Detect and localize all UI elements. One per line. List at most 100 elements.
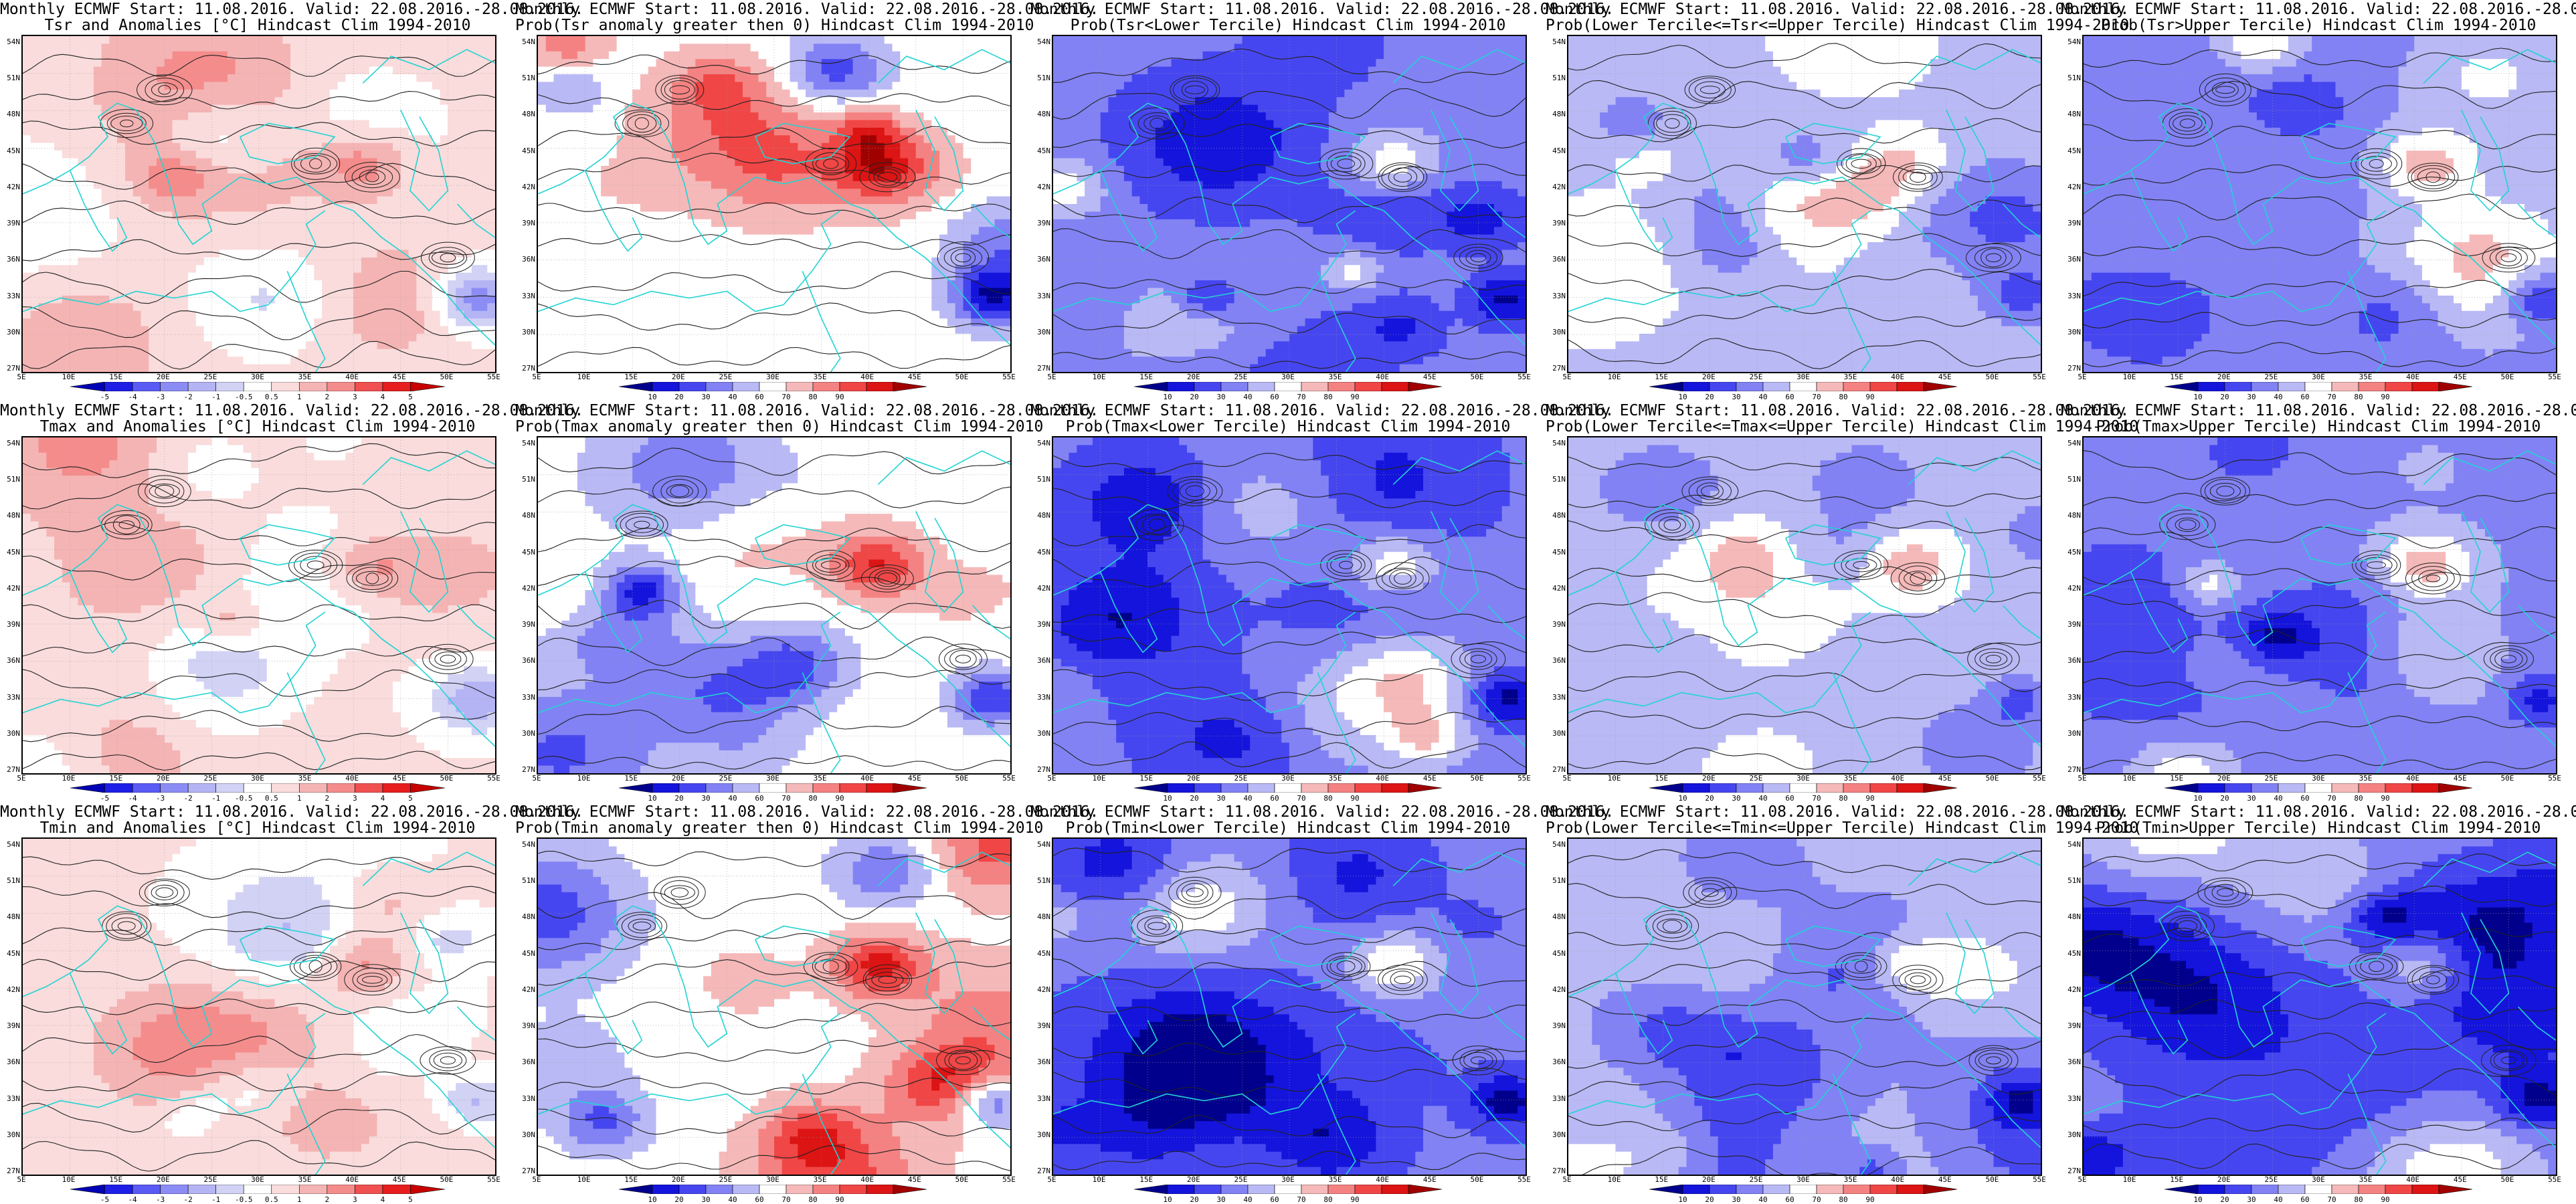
colorbar-swatch [2358, 1185, 2386, 1194]
longitude-label: 10E [1608, 1175, 1621, 1184]
longitude-label: 5E [1562, 1175, 1571, 1184]
colorbar-swatch [2224, 382, 2252, 391]
colorbar-swatch [1843, 783, 1871, 793]
map-area [1052, 837, 1527, 1176]
colorbar [1134, 382, 1442, 391]
colorbar-swatch [1682, 1185, 1710, 1194]
colorbar-label: 20 [1190, 794, 1198, 803]
longitude-label: 50E [1985, 373, 1999, 381]
colorbar-label: -3 [156, 794, 165, 803]
colorbar-label: 70 [1812, 393, 1821, 401]
latitude-label: 30N [1546, 1130, 1566, 1139]
colorbar-swatch [2251, 1185, 2279, 1194]
colorbar-label: 2 [325, 393, 330, 401]
latitude-label: 51N [0, 475, 20, 484]
colorbar-swatch [1327, 783, 1356, 793]
map-area [21, 436, 496, 775]
latitude-label: 51N [0, 74, 20, 82]
colorbar-swatch [2411, 783, 2440, 793]
latitude-label: 27N [1546, 765, 1566, 774]
colorbar-swatch [1762, 783, 1790, 793]
longitude-label: 30E [1797, 373, 1810, 381]
colorbar [619, 382, 927, 391]
colorbar-swatch [1134, 382, 1168, 391]
longitude-label: 40E [1891, 1175, 1904, 1184]
latitude-label: 48N [1546, 912, 1566, 921]
map-svg [538, 839, 1010, 1175]
latitude-label: 45N [1030, 949, 1050, 958]
colorbar-swatch [678, 1185, 707, 1194]
longitude-label: 20E [157, 1175, 170, 1184]
colorbar-swatch [1816, 1185, 1844, 1194]
colorbar-label: 80 [808, 1195, 817, 1204]
latitude-label: 39N [515, 219, 535, 227]
climatology-contours [2084, 450, 2556, 770]
colorbar-label: 10 [648, 794, 656, 803]
colorbar-label: 90 [2381, 1195, 2389, 1204]
latitude-label: 54N [2061, 840, 2081, 849]
latitude-label: 36N [1030, 1058, 1050, 1066]
graticule [2084, 839, 2556, 1175]
map-panel: Monthly ECMWF Start: 11.08.2016. Valid: … [1030, 803, 1614, 1204]
longitude-label: 5E [1562, 373, 1571, 381]
map-area [2082, 837, 2557, 1176]
latitude-label: 27N [0, 765, 20, 774]
panel-subtitle: Prob(Lower Tercile<=Tmax<=Upper Tercile)… [1546, 419, 2138, 435]
colorbar-swatch [271, 1185, 300, 1194]
longitude-label: 5E [17, 1175, 25, 1184]
longitude-label: 5E [532, 1175, 541, 1184]
colorbar-label: -4 [128, 393, 136, 401]
latitude-label: 30N [2061, 1130, 2081, 1139]
colorbar-label: 80 [1323, 1195, 1332, 1204]
latitude-label: 54N [1030, 439, 1050, 447]
latitude-label: 48N [1546, 511, 1566, 520]
colorbar-label: 70 [781, 794, 790, 803]
colorbar-swatch [1682, 382, 1710, 391]
colorbar-swatch [1736, 1185, 1764, 1194]
longitude-label: 45E [393, 774, 406, 783]
colorbar-label: 10 [1163, 794, 1172, 803]
map-svg [1053, 36, 1526, 372]
shaded-field [2084, 839, 2556, 1175]
map-area [537, 837, 1012, 1176]
latitude-label: 42N [1546, 183, 1566, 191]
colorbar-label: 30 [2247, 393, 2256, 401]
colorbar-swatch [1762, 382, 1790, 391]
latitude-label: 51N [0, 876, 20, 885]
colorbar-label: 70 [781, 1195, 790, 1204]
colorbar-label: 60 [755, 794, 763, 803]
longitude-label: 10E [577, 1175, 591, 1184]
coastlines [538, 49, 1010, 372]
graticule [23, 36, 495, 372]
latitude-label: 30N [515, 328, 535, 336]
colorbar [1134, 783, 1442, 793]
climatology-contours [538, 850, 1010, 1171]
colorbar-swatch [1134, 783, 1168, 793]
latitude-label: 45N [1546, 949, 1566, 958]
colorbar-swatch [2278, 783, 2306, 793]
latitude-label: 42N [515, 584, 535, 593]
colorbar-label: 80 [2354, 1195, 2363, 1204]
longitude-label: 35E [2359, 1175, 2373, 1184]
colorbar-swatch [812, 783, 840, 793]
longitude-label: 55E [487, 373, 500, 381]
longitude-label: 30E [2312, 373, 2325, 381]
latitude-label: 30N [0, 1130, 20, 1139]
colorbar-swatch [2304, 1185, 2332, 1194]
colorbar-label: 1 [297, 1195, 302, 1204]
longitude-label: 30E [1281, 1175, 1295, 1184]
colorbar-swatch [1194, 1185, 1222, 1194]
longitude-label: 20E [1702, 1175, 1716, 1184]
latitude-label: 36N [515, 656, 535, 665]
longitude-label: 45E [2454, 1175, 2467, 1184]
latitude-label: 30N [0, 328, 20, 336]
colorbar-label: 2 [325, 794, 330, 803]
latitude-label: 27N [2061, 364, 2081, 373]
colorbar-label: 30 [2247, 1195, 2256, 1204]
colorbar-swatch [355, 783, 383, 793]
map-svg [1568, 36, 2041, 372]
longitude-label: 35E [2359, 774, 2373, 783]
colorbar-swatch [893, 783, 927, 793]
latitude-label: 54N [1546, 439, 1566, 447]
